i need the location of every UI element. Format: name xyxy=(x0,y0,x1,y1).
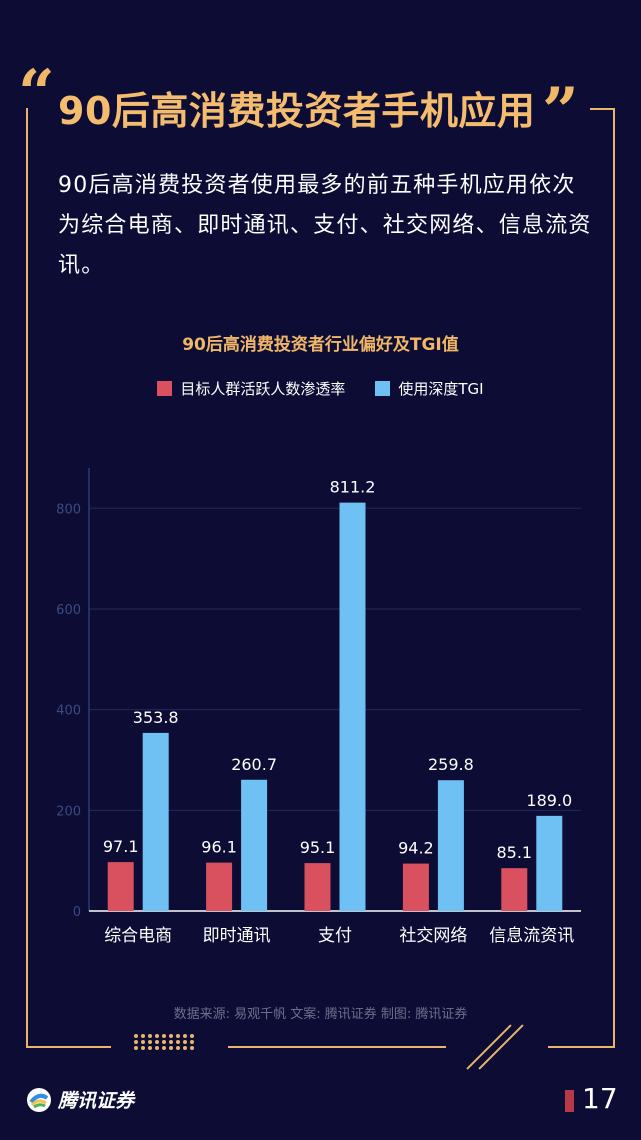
data-label-penetration: 97.1 xyxy=(103,837,139,856)
data-label-tgi: 189.0 xyxy=(526,791,572,810)
data-label-penetration: 94.2 xyxy=(398,839,434,858)
page-number: 17 xyxy=(582,1082,618,1115)
bar-penetration xyxy=(206,862,233,911)
legend-label-tgi: 使用深度TGI xyxy=(398,380,484,398)
data-label-tgi: 259.8 xyxy=(428,755,474,774)
data-label-penetration: 96.1 xyxy=(201,838,237,857)
legend-item-penetration: 目标人群活跃人数渗透率 xyxy=(157,378,345,399)
data-label-tgi: 260.7 xyxy=(231,755,277,774)
source-note: 数据来源: 易观千帆 文案: 腾讯证券 制图: 腾讯证券 xyxy=(173,1007,468,1022)
y-tick-label: 400 xyxy=(56,704,81,719)
x-tick-label: 信息流资讯 xyxy=(489,926,574,946)
brand-logo-icon xyxy=(27,1087,51,1112)
brand-logo-text: 腾讯证券 xyxy=(58,1090,135,1112)
x-tick-label: 即时通讯 xyxy=(203,926,271,946)
frame-bottom-middle xyxy=(228,1046,446,1048)
data-label-tgi: 353.8 xyxy=(133,708,179,727)
bar-chart: 0 200 400 600 800 97.1 353.8 综合电商 96.1 260.7 即时通讯 9… xyxy=(56,468,581,946)
bar-penetration xyxy=(304,863,331,911)
legend-swatch-penetration xyxy=(157,381,173,396)
data-label-penetration: 95.1 xyxy=(300,838,336,857)
bar-tgi xyxy=(241,779,268,911)
decor-slash-1 xyxy=(466,1024,512,1070)
legend-label-penetration: 目标人群活跃人数渗透率 xyxy=(180,380,346,398)
brand-logo: 腾讯证券 xyxy=(26,1086,134,1113)
page-title: 90后高消费投资者手机应用 xyxy=(58,89,536,133)
y-tick-label: 600 xyxy=(56,603,81,618)
data-label-penetration: 85.1 xyxy=(496,843,532,862)
bar-penetration xyxy=(501,868,528,911)
intro-paragraph: 90后高消费投资者使用最多的前五种手机应用依次为综合电商、即时通讯、支付、社交网… xyxy=(58,173,592,278)
bar-penetration xyxy=(107,862,134,911)
frame-bottom-left xyxy=(26,1046,111,1048)
frame-top-right-stub xyxy=(590,108,615,110)
chart-legend: 目标人群活跃人数渗透率 使用深度TGI xyxy=(0,378,641,399)
open-quote-icon: “ xyxy=(18,56,55,131)
frame-left-edge xyxy=(26,108,28,1048)
frame-bottom-right xyxy=(548,1046,615,1048)
y-tick-label: 800 xyxy=(56,502,81,517)
x-tick-label: 社交网络 xyxy=(399,926,467,946)
x-tick-label: 综合电商 xyxy=(104,926,172,946)
bar-tgi xyxy=(536,815,563,911)
frame-right-edge xyxy=(613,108,615,1048)
bar-tgi xyxy=(339,502,366,911)
chart-title: 90后高消费投资者行业偏好及TGI值 xyxy=(182,335,459,355)
legend-swatch-tgi xyxy=(375,381,391,396)
close-quote-icon: ” xyxy=(542,74,579,149)
data-label-tgi: 811.2 xyxy=(330,478,376,497)
page-number-marker xyxy=(565,1090,574,1112)
bar-penetration xyxy=(402,863,429,911)
decor-dot-grid xyxy=(134,1034,197,1050)
y-tick-label: 0 xyxy=(73,905,81,920)
bar-tgi xyxy=(437,780,464,911)
y-tick-label: 200 xyxy=(56,804,81,819)
x-tick-label: 支付 xyxy=(318,926,352,946)
legend-item-tgi: 使用深度TGI xyxy=(375,378,484,399)
bar-tgi xyxy=(142,732,169,911)
decor-slash-2 xyxy=(478,1024,524,1070)
